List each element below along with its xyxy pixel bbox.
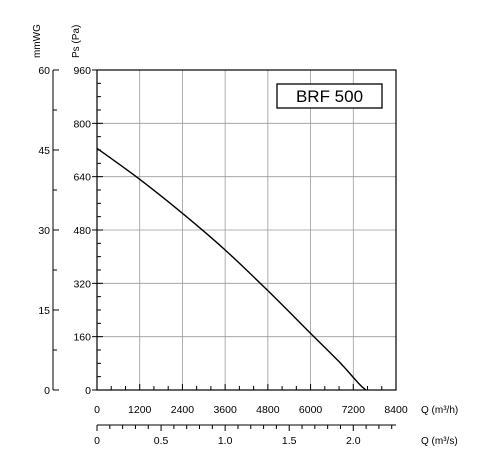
chart-title: BRF 500 bbox=[296, 87, 363, 106]
y-tick-label: 0 bbox=[85, 385, 91, 397]
y2-axis-title: mmWG bbox=[32, 24, 43, 58]
y-tick-label: 160 bbox=[73, 332, 91, 344]
x-tick-label: 3600 bbox=[213, 404, 237, 416]
y-tick-label: 480 bbox=[73, 225, 91, 237]
grid bbox=[97, 70, 396, 390]
y-tick-label: 960 bbox=[73, 65, 91, 77]
y-tick-label: 320 bbox=[73, 278, 91, 290]
x2-tick-label: 0 bbox=[94, 435, 100, 447]
x-tick-label: 2400 bbox=[171, 404, 195, 416]
x-tick-label: 7200 bbox=[342, 404, 366, 416]
y-tick-label: 800 bbox=[73, 118, 91, 130]
x2-axis-title: Q (m³/s) bbox=[421, 436, 458, 447]
tick-labels: 0 160 320 480 640 800 960 0 1200 2400 3600 4800 6000… bbox=[73, 65, 407, 416]
fan-curve-line bbox=[96, 147, 367, 391]
x-tick-label: 1200 bbox=[128, 404, 152, 416]
y2-tick-label: 60 bbox=[38, 65, 50, 77]
y2-tick-label: 30 bbox=[38, 225, 50, 237]
y2-tick-label: 45 bbox=[38, 145, 50, 157]
model-label-box: BRF 500 bbox=[276, 83, 383, 109]
x-tick-label: 8400 bbox=[384, 404, 408, 416]
x2-tick-label: 1.0 bbox=[218, 435, 233, 447]
y-axis-title: Ps (Pa) bbox=[71, 25, 82, 58]
x2-tick-label: 1.5 bbox=[282, 435, 297, 447]
y2-tick-label: 15 bbox=[38, 305, 50, 317]
x2-tick-label: 2.0 bbox=[346, 435, 361, 447]
x-tick-label: 0 bbox=[94, 404, 100, 416]
x-tick-label: 4800 bbox=[256, 404, 280, 416]
x2-tick-label: 0.5 bbox=[154, 435, 169, 447]
y2-tick-label: 0 bbox=[44, 385, 50, 397]
secondary-y-axis: 0 15 30 45 60 bbox=[38, 65, 59, 397]
y-tick-label: 640 bbox=[73, 172, 91, 184]
curve-layer bbox=[96, 147, 367, 391]
secondary-x-axis: 0 0.5 1.0 1.5 2.0 bbox=[94, 424, 396, 447]
x-axis-title: Q (m³/h) bbox=[421, 405, 458, 416]
x-tick-label: 6000 bbox=[299, 404, 323, 416]
